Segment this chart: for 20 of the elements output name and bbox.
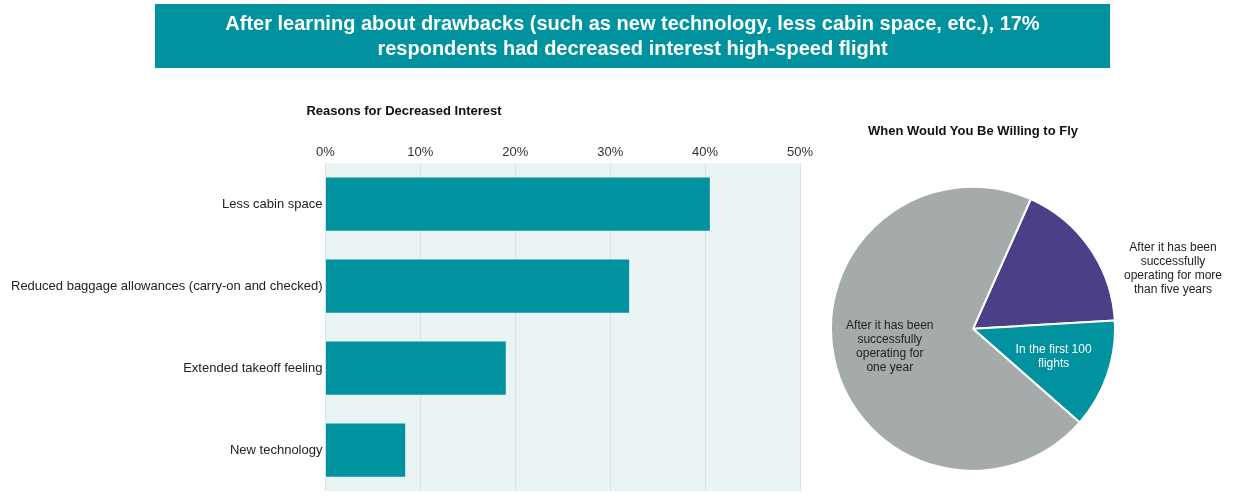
x-tick-label: 20% [502,143,529,159]
bar [325,177,710,231]
x-tick-label: 40% [692,143,719,159]
text: After learning about drawbacks (such as new technology, less cabin space, etc.), 17% respondents had decreased interest high-speed flight [155,4,1110,68]
slice-label: In the first 100 flights [1015,341,1092,370]
y-tick-label: Reduced baggage allowances (carry-on and checked) [11,277,323,293]
chart-title: Reasons for Decreased Interest [306,103,503,119]
y-tick-label: Extended takeoff feeling [183,359,323,375]
slice-label: After it has been successfully operating for more than five years [1123,239,1223,296]
y-tick-label: New technology [229,441,323,457]
x-tick-label: 30% [597,143,624,159]
x-tick-label: 10% [407,143,434,159]
bar [325,341,506,395]
chart-title: When Would You Be Willing to Fly [867,123,1079,139]
slice-label: After it has been successfully operating for one year [846,318,934,375]
x-tick-label: 0% [316,143,336,159]
x-tick-label: 50% [786,143,814,159]
bar [325,423,406,477]
y-tick-label: Less cabin space [222,195,323,211]
bar [325,259,630,313]
